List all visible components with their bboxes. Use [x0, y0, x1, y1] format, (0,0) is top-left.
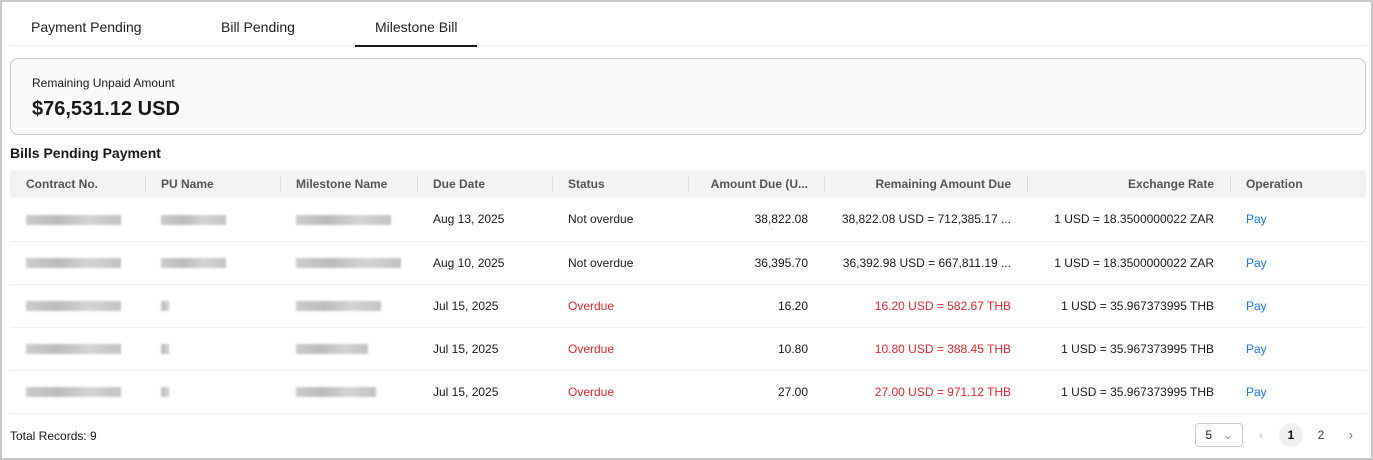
tab-bar: Payment Pending Bill Pending Milestone B… — [10, 2, 1366, 47]
contract-no-cell — [10, 327, 145, 371]
pay-link[interactable]: Pay — [1246, 298, 1267, 313]
chevron-down-icon: ⌄ — [1222, 428, 1233, 442]
table-row: Aug 10, 2025 Not overdue 36,395.70 36,392.9… — [10, 241, 1366, 285]
table-row: Aug 13, 2025 Not overdue 38,822.08 38,822.0… — [10, 198, 1366, 242]
page-size-value: 5 — [1205, 428, 1212, 442]
redacted-text — [26, 344, 121, 355]
redacted-text — [26, 215, 121, 226]
contract-no-cell — [10, 198, 145, 242]
section-title: Bills Pending Payment — [10, 145, 161, 161]
next-page-icon[interactable]: › — [1349, 428, 1353, 442]
pu-name-cell — [145, 327, 280, 371]
redacted-text — [26, 387, 121, 398]
page-2[interactable]: 2 — [1317, 428, 1325, 442]
remaining-amount: 10.80 USD = 388.45 THB — [824, 327, 1027, 371]
column-header: Status — [552, 170, 688, 198]
column-header: Remaining Amount Due — [824, 170, 1027, 198]
pay-link[interactable]: Pay — [1246, 384, 1267, 399]
amount-due: 36,395.70 — [688, 241, 824, 285]
summary-value: $76,531.12 USD — [32, 98, 180, 120]
redacted-text — [296, 215, 391, 226]
redacted-text — [26, 301, 121, 312]
due-date: Jul 15, 2025 — [417, 284, 552, 328]
column-header: Amount Due (U... — [688, 170, 824, 198]
column-header: Due Date — [417, 170, 552, 198]
total-records: Total Records: 9 — [10, 429, 97, 443]
milestone-name-cell — [280, 198, 417, 242]
exchange-rate: 1 USD = 18.3500000022 ZAR — [1027, 241, 1230, 285]
table-row: Jul 15, 2025 Overdue 16.20 16.20 USD = 582.… — [10, 284, 1366, 328]
exchange-rate: 1 USD = 35.967373995 THB — [1027, 284, 1230, 328]
status: Overdue — [552, 327, 688, 371]
redacted-text — [161, 387, 169, 398]
status: Overdue — [552, 370, 688, 414]
page-size-select[interactable]: 5 ⌄ — [1195, 423, 1243, 447]
redacted-text — [161, 344, 169, 355]
remaining-amount: 38,822.08 USD = 712,385.17 ... — [824, 198, 1027, 242]
amount-due: 10.80 — [688, 327, 824, 371]
pu-name-cell — [145, 284, 280, 328]
page-1[interactable]: 1 — [1279, 423, 1303, 447]
bills-table: Contract No. PU Name Milestone Name Due Dat… — [10, 170, 1366, 414]
amount-due: 38,822.08 — [688, 198, 824, 242]
due-date: Aug 10, 2025 — [417, 241, 552, 285]
pay-link[interactable]: Pay — [1246, 255, 1267, 270]
pagination: 5 ⌄ ‹ 1 2 › — [1195, 423, 1363, 447]
redacted-text — [296, 258, 401, 269]
column-header: Milestone Name — [280, 170, 417, 198]
redacted-text — [296, 344, 368, 355]
milestone-name-cell — [280, 284, 417, 328]
summary-label: Remaining Unpaid Amount — [32, 76, 175, 90]
remaining-amount: 27.00 USD = 971.12 THB — [824, 370, 1027, 414]
tab-payment-pending[interactable]: Payment Pending — [31, 19, 142, 35]
pay-link[interactable]: Pay — [1246, 212, 1267, 227]
amount-due: 27.00 — [688, 370, 824, 414]
remaining-amount: 36,392.98 USD = 667,811.19 ... — [824, 241, 1027, 285]
amount-due: 16.20 — [688, 284, 824, 328]
contract-no-cell — [10, 241, 145, 285]
pay-link[interactable]: Pay — [1246, 341, 1267, 356]
milestone-name-cell — [280, 241, 417, 285]
column-header: Contract No. — [10, 170, 145, 198]
status: Overdue — [552, 284, 688, 328]
milestone-name-cell — [280, 370, 417, 414]
status: Not overdue — [552, 198, 688, 242]
due-date: Jul 15, 2025 — [417, 370, 552, 414]
column-header: Operation — [1230, 170, 1366, 198]
remaining-amount: 16.20 USD = 582.67 THB — [824, 284, 1027, 328]
redacted-text — [296, 387, 376, 398]
redacted-text — [161, 258, 226, 269]
pu-name-cell — [145, 241, 280, 285]
pu-name-cell — [145, 198, 280, 242]
exchange-rate: 1 USD = 35.967373995 THB — [1027, 370, 1230, 414]
exchange-rate: 1 USD = 18.3500000022 ZAR — [1027, 198, 1230, 242]
contract-no-cell — [10, 370, 145, 414]
redacted-text — [161, 215, 226, 226]
table-row: Jul 15, 2025 Overdue 27.00 27.00 USD = 971.… — [10, 370, 1366, 414]
milestone-name-cell — [280, 327, 417, 371]
pu-name-cell — [145, 370, 280, 414]
column-header: Exchange Rate — [1027, 170, 1230, 198]
table-row: Jul 15, 2025 Overdue 10.80 10.80 USD = 388.… — [10, 327, 1366, 371]
prev-page-icon[interactable]: ‹ — [1259, 428, 1263, 442]
due-date: Aug 13, 2025 — [417, 198, 552, 242]
redacted-text — [161, 301, 169, 312]
due-date: Jul 15, 2025 — [417, 327, 552, 371]
contract-no-cell — [10, 284, 145, 328]
column-header: PU Name — [145, 170, 280, 198]
exchange-rate: 1 USD = 35.967373995 THB — [1027, 327, 1230, 371]
status: Not overdue — [552, 241, 688, 285]
summary-card: Remaining Unpaid Amount $76,531.12 USD — [10, 58, 1366, 135]
redacted-text — [296, 301, 381, 312]
redacted-text — [26, 258, 121, 269]
tab-bill-pending[interactable]: Bill Pending — [221, 19, 295, 35]
tab-milestone-bill[interactable]: Milestone Bill — [354, 19, 479, 47]
